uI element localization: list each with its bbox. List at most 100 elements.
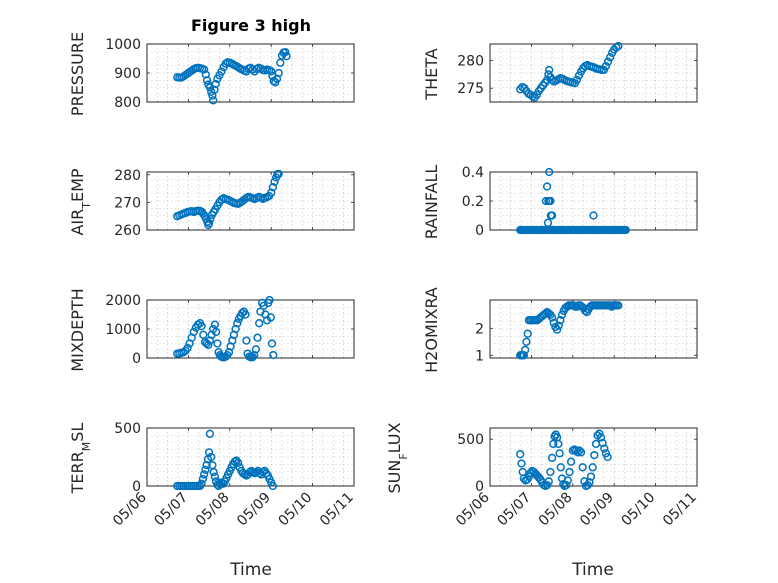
x-tick-label: 05/09 xyxy=(577,490,617,530)
data-point xyxy=(210,85,219,94)
data-point xyxy=(205,429,215,438)
data-point xyxy=(197,479,206,488)
data-point xyxy=(542,480,552,490)
data-point xyxy=(522,337,531,346)
x-tick-label: 05/10 xyxy=(619,490,659,530)
panel-mixdepth: 0 1000 2000 xyxy=(105,293,355,367)
data-point xyxy=(549,439,558,449)
data-point xyxy=(517,459,526,468)
data-point xyxy=(253,333,262,342)
data-point xyxy=(206,214,215,224)
data-point xyxy=(543,218,553,227)
data-point xyxy=(547,313,557,322)
data-point xyxy=(204,448,214,457)
data-point xyxy=(566,457,576,466)
x-tick-label: 05/07 xyxy=(494,490,534,530)
data-point xyxy=(544,477,553,486)
data-point xyxy=(586,472,596,481)
y-tick-label: 260 xyxy=(114,223,141,239)
y-tick-label: 275 xyxy=(457,81,484,97)
data-point xyxy=(590,450,599,460)
data-point xyxy=(603,452,612,462)
data-point xyxy=(209,467,218,477)
data-point xyxy=(600,444,609,453)
data-point xyxy=(210,472,220,481)
panel-terr-msl: 0 500 05/06 05/07 05/08 05/09 05/10 05/11 xyxy=(110,421,357,529)
data-point xyxy=(614,42,623,51)
y-tick-label: 0.2 xyxy=(462,194,484,210)
data-point xyxy=(255,319,264,328)
data-point xyxy=(199,330,208,339)
ylabel-air-temp: AIRTEMP xyxy=(68,168,93,235)
data-point xyxy=(542,182,552,191)
x-tick-label: 05/08 xyxy=(193,490,233,530)
data-point xyxy=(183,343,192,353)
ylabel-h2omixra: H2OMIXRA xyxy=(422,287,441,373)
data-point xyxy=(596,433,606,442)
data-point xyxy=(189,327,198,337)
data-point xyxy=(521,345,530,355)
y-tick-label: 0.4 xyxy=(462,165,484,181)
data-point xyxy=(595,429,604,438)
data-point xyxy=(209,96,218,105)
y-tick-label: 2 xyxy=(475,321,484,337)
data-point xyxy=(523,329,532,338)
y-tick-label: 0 xyxy=(475,223,484,239)
y-tick-label: 270 xyxy=(114,195,141,211)
data-point xyxy=(251,345,261,354)
data-point xyxy=(201,70,210,79)
data-point xyxy=(202,460,211,470)
ylabel-theta: THETA xyxy=(422,48,441,100)
data-point xyxy=(276,58,285,67)
panel-theta: 275 280 xyxy=(457,42,698,103)
y-tick-label: 500 xyxy=(114,421,141,437)
x-tick-label: 05/08 xyxy=(536,490,576,530)
data-point xyxy=(267,67,276,76)
data-point xyxy=(588,463,597,472)
y-tick-label: 2000 xyxy=(105,293,141,309)
data-point xyxy=(557,310,567,319)
data-point xyxy=(572,75,582,85)
data-point xyxy=(242,336,251,345)
y-tick-label: 0 xyxy=(475,479,484,495)
data-point xyxy=(207,452,216,462)
y-tick-label: 0 xyxy=(132,351,141,367)
y-tick-label: 280 xyxy=(114,168,141,184)
data-point xyxy=(614,301,623,310)
data-point xyxy=(274,169,283,179)
data-point xyxy=(197,321,206,331)
data-point xyxy=(556,316,565,325)
data-point xyxy=(541,196,551,206)
data-point xyxy=(519,351,529,360)
data-point xyxy=(603,57,613,66)
data-point xyxy=(205,83,215,92)
data-point xyxy=(547,453,557,463)
y-tick-label: 280 xyxy=(457,54,484,70)
data-point xyxy=(516,450,525,459)
data-point xyxy=(575,446,584,455)
ylabel-sun-flux: SUNFLUX xyxy=(385,422,410,493)
data-point xyxy=(274,68,283,78)
data-point xyxy=(267,188,276,197)
data-point xyxy=(519,474,529,483)
ylabel-terr-msl: TERRMSL xyxy=(68,423,93,495)
data-point xyxy=(554,321,563,330)
data-point xyxy=(217,67,226,76)
data-point xyxy=(211,79,220,89)
data-point xyxy=(281,47,290,57)
panel-h2omixra: 12 xyxy=(475,299,698,364)
data-point xyxy=(563,476,572,485)
data-point xyxy=(571,446,581,455)
x-tick-label: 05/09 xyxy=(234,490,274,530)
y-tick-label: 0 xyxy=(132,479,141,495)
data-point xyxy=(601,61,611,71)
data-point xyxy=(555,449,564,458)
y-tick-label: 900 xyxy=(114,66,141,82)
data-point xyxy=(547,211,557,220)
data-point xyxy=(268,183,278,192)
panel-sun-flux: 0 500 05/06 05/07 05/08 05/09 05/10 05/11 xyxy=(453,427,700,530)
data-point xyxy=(199,470,209,479)
subplot-grid: 800900100027528026027028000.20.401000200… xyxy=(105,37,699,529)
data-point xyxy=(211,327,221,337)
